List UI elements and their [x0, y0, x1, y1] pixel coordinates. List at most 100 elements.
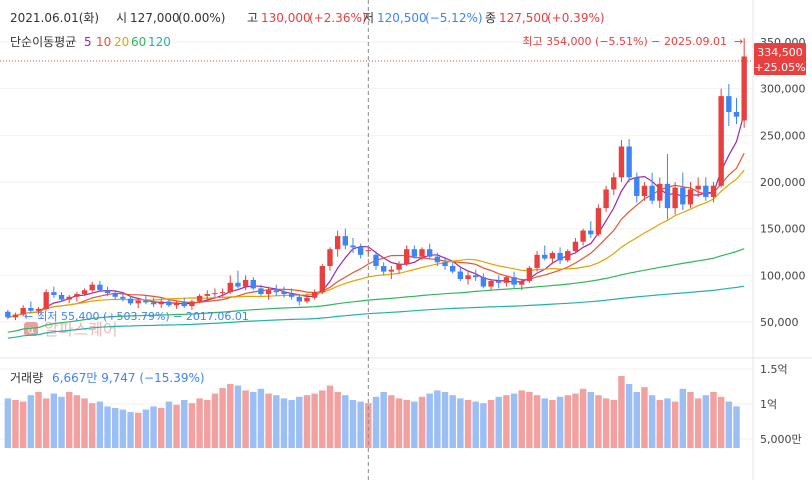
- volume-bar: [150, 406, 157, 448]
- candle-body: [89, 284, 95, 291]
- candle-body: [565, 251, 571, 261]
- ma-legend[interactable]: 단순이동평균 5 10 20 60 120: [10, 35, 171, 49]
- price-tick-label: 200,000: [760, 176, 806, 189]
- price-tick-label: 50,000: [760, 316, 799, 329]
- volume-bar: [572, 393, 579, 448]
- volume-bar: [618, 376, 625, 448]
- volume-bar: [119, 409, 127, 448]
- candle-body: [319, 266, 325, 293]
- volume-bar: [19, 401, 27, 448]
- candle-body: [718, 96, 724, 186]
- candle-body: [549, 252, 556, 259]
- volume-bar: [65, 392, 73, 448]
- current-price-badge: 334,500 +25.05%: [754, 43, 806, 75]
- volume-bar: [664, 398, 671, 448]
- svg-text:α: α: [28, 325, 35, 336]
- volume-tick-label: 1억: [760, 398, 777, 411]
- volume-bar: [472, 401, 479, 448]
- candle-body: [473, 275, 479, 278]
- candle-body: [35, 308, 42, 311]
- volume-bar: [380, 392, 387, 448]
- candle-body: [626, 146, 632, 178]
- candle-body: [457, 271, 464, 280]
- volume-bar: [656, 400, 664, 448]
- max-price-label: 최고 354,000 (−5.51%) − 2025.09.01: [522, 35, 727, 48]
- volume-bar: [710, 392, 717, 448]
- volume-bar: [58, 396, 65, 448]
- volume-bar: [403, 400, 410, 448]
- candle-body: [143, 300, 149, 303]
- volume-bar: [135, 412, 142, 448]
- candle-body: [534, 254, 540, 268]
- candle-body: [649, 185, 655, 201]
- candle-body: [327, 249, 333, 266]
- candle-body: [572, 241, 579, 252]
- volume-bar: [227, 384, 234, 448]
- candle-body: [334, 236, 341, 250]
- candle-body: [273, 290, 279, 293]
- candle-body: [235, 282, 241, 287]
- candle-body: [311, 292, 318, 298]
- volume-bar: [265, 393, 272, 448]
- candle-body: [74, 294, 80, 297]
- candle-body: [618, 146, 625, 178]
- candle-body: [480, 277, 487, 287]
- volume-bar: [541, 398, 548, 448]
- candle-body: [196, 295, 203, 302]
- volume-bar: [319, 390, 326, 448]
- candle-body: [219, 292, 226, 294]
- candle-body: [488, 280, 494, 287]
- candle-body: [657, 183, 663, 201]
- candle-body: [427, 249, 433, 257]
- volume-bar: [12, 400, 19, 448]
- candle-body: [120, 296, 126, 299]
- volume-bar: [35, 392, 42, 448]
- candle-body: [703, 185, 709, 197]
- volume-bar: [648, 395, 656, 448]
- volume-bar: [441, 392, 449, 448]
- volume-bars: [4, 376, 740, 448]
- candle-body: [695, 185, 701, 190]
- candle-body: [204, 294, 210, 296]
- candle-body: [112, 293, 118, 297]
- candle-body: [396, 264, 402, 270]
- volume-bar: [73, 395, 81, 448]
- current-change: +25.05%: [754, 61, 805, 74]
- volume-bar: [311, 393, 318, 448]
- volume-bar: [219, 388, 226, 448]
- volume-bar: [610, 400, 617, 448]
- candle-body: [81, 290, 88, 294]
- candle-body: [127, 298, 134, 304]
- candle-body: [104, 290, 111, 294]
- candle-body: [43, 292, 49, 309]
- candle-body: [181, 302, 187, 307]
- candle-body: [97, 284, 103, 291]
- candle-body: [511, 277, 517, 285]
- candle-body: [135, 300, 141, 304]
- candle-body: [350, 245, 356, 248]
- volume-bar: [280, 398, 288, 448]
- candle-body: [173, 302, 180, 306]
- min-price-label: ← 최저 55,400 (+503.79%) − 2017.06.01: [24, 310, 249, 323]
- candle-body: [5, 311, 11, 318]
- volume-bar: [549, 400, 556, 448]
- volume-bar: [250, 392, 257, 448]
- candle-body: [580, 230, 586, 242]
- price-tick-label: 100,000: [760, 269, 806, 282]
- volume-bar: [487, 400, 495, 448]
- volume-bar: [464, 400, 472, 448]
- volume-bar: [104, 406, 111, 448]
- volume-bar: [357, 401, 364, 448]
- volume-bar: [88, 403, 96, 448]
- volume-bar: [510, 393, 518, 448]
- price-tick-label: 250,000: [760, 129, 806, 142]
- candle-body: [588, 230, 594, 235]
- volume-bar: [296, 396, 303, 448]
- candle-body: [242, 280, 249, 287]
- candle-body: [296, 296, 302, 302]
- volume-bar: [127, 412, 134, 448]
- ohlc-header: 2021.06.01(화) 시 127,000 (0.00%) 고 130,00…: [10, 11, 605, 25]
- candle-body: [664, 183, 671, 209]
- candle-body: [403, 249, 410, 265]
